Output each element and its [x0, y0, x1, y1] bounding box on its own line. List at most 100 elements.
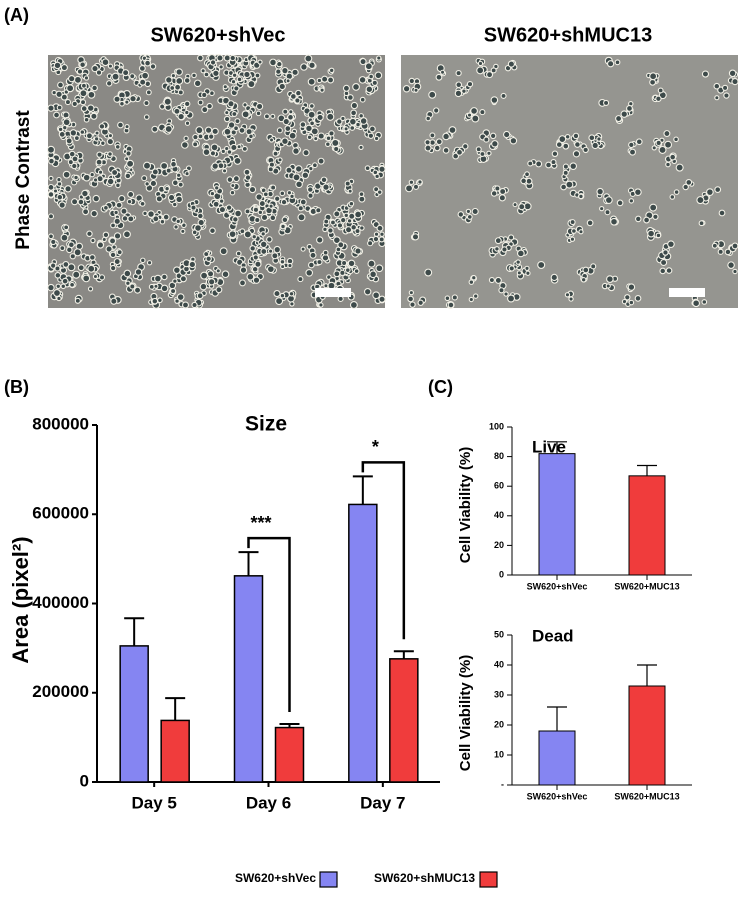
cell: [711, 242, 718, 249]
cell: [94, 130, 100, 136]
cell: [299, 198, 307, 206]
cell: [571, 228, 577, 234]
cell: [494, 276, 502, 284]
cell: [177, 181, 184, 188]
cell: [140, 257, 146, 264]
cell: [517, 249, 525, 258]
cell: [102, 231, 110, 239]
cell: [358, 144, 364, 150]
cell: [67, 241, 75, 249]
cell: [47, 145, 55, 154]
cell: [413, 87, 419, 93]
cell: [455, 81, 463, 89]
cell: [308, 103, 315, 109]
cell: [359, 225, 365, 231]
cell: [109, 237, 117, 245]
cell: [717, 248, 724, 255]
cell: [182, 301, 190, 309]
cell: [337, 295, 344, 302]
cell: [503, 130, 511, 139]
error-bar: [393, 650, 414, 659]
cell: [325, 141, 331, 148]
cell: [239, 279, 246, 287]
cell: [606, 60, 615, 68]
cell: [226, 176, 234, 183]
bar: [628, 475, 666, 576]
cell: [66, 84, 75, 93]
cell: [175, 68, 183, 76]
cell: [126, 159, 135, 168]
cell: [319, 87, 325, 93]
cell: [170, 72, 177, 79]
bar: [538, 453, 576, 576]
cell: [222, 84, 228, 90]
cell: [628, 141, 635, 149]
cell: [673, 189, 680, 195]
cell: [79, 99, 87, 106]
cell: [591, 141, 599, 150]
cell: [197, 133, 204, 140]
cell: [281, 137, 289, 145]
cell: [273, 290, 281, 298]
cell: [56, 193, 64, 201]
x-tick-label: Day 6: [246, 793, 291, 812]
cell: [604, 196, 613, 205]
cell: [113, 258, 121, 266]
cell: [175, 172, 182, 179]
cell: [236, 144, 242, 150]
cell: [60, 233, 69, 242]
cell: [376, 189, 383, 195]
cell: [507, 60, 515, 68]
cell: [92, 273, 99, 280]
cell: [65, 137, 73, 145]
cell: [685, 178, 693, 186]
cell: [266, 236, 273, 243]
cell: [408, 290, 414, 296]
cell: [73, 174, 79, 181]
cell: [115, 201, 123, 209]
cell: [309, 251, 317, 259]
cell: [336, 222, 344, 229]
cell: [412, 183, 420, 190]
cell: [614, 59, 621, 66]
cell: [196, 292, 204, 300]
cell: [81, 189, 89, 198]
cell: [701, 70, 710, 78]
cell: [341, 259, 348, 267]
cell: [270, 184, 277, 191]
cell: [171, 201, 178, 208]
cell: [192, 141, 199, 148]
cell: [508, 265, 515, 272]
cell: [515, 259, 521, 265]
y-tick-label: 10: [494, 749, 504, 759]
cell: [59, 245, 66, 252]
cell: [665, 267, 673, 274]
cell: [229, 189, 236, 196]
cell: [349, 301, 358, 309]
cell: [350, 101, 359, 110]
cell: [545, 161, 552, 169]
cell: [322, 249, 329, 256]
cell: [286, 190, 293, 196]
cell: [101, 58, 110, 67]
cell: [367, 259, 376, 268]
cell: [231, 72, 238, 78]
cell: [47, 213, 55, 220]
cell: [251, 234, 257, 240]
cell: [244, 208, 251, 215]
cell: [90, 209, 98, 218]
cell: [116, 249, 123, 256]
cell: [155, 195, 163, 203]
x-tick-label: SW620+shVec: [527, 791, 588, 801]
cell: [139, 200, 146, 207]
cell: [141, 71, 150, 80]
cell: [200, 68, 206, 74]
cell: [91, 84, 98, 92]
scale-bar: [315, 288, 351, 297]
cell: [373, 231, 380, 237]
cell: [336, 118, 343, 125]
error-bar: [238, 551, 259, 576]
cell: [354, 228, 361, 235]
cell: [58, 201, 66, 209]
cell: [279, 292, 286, 299]
